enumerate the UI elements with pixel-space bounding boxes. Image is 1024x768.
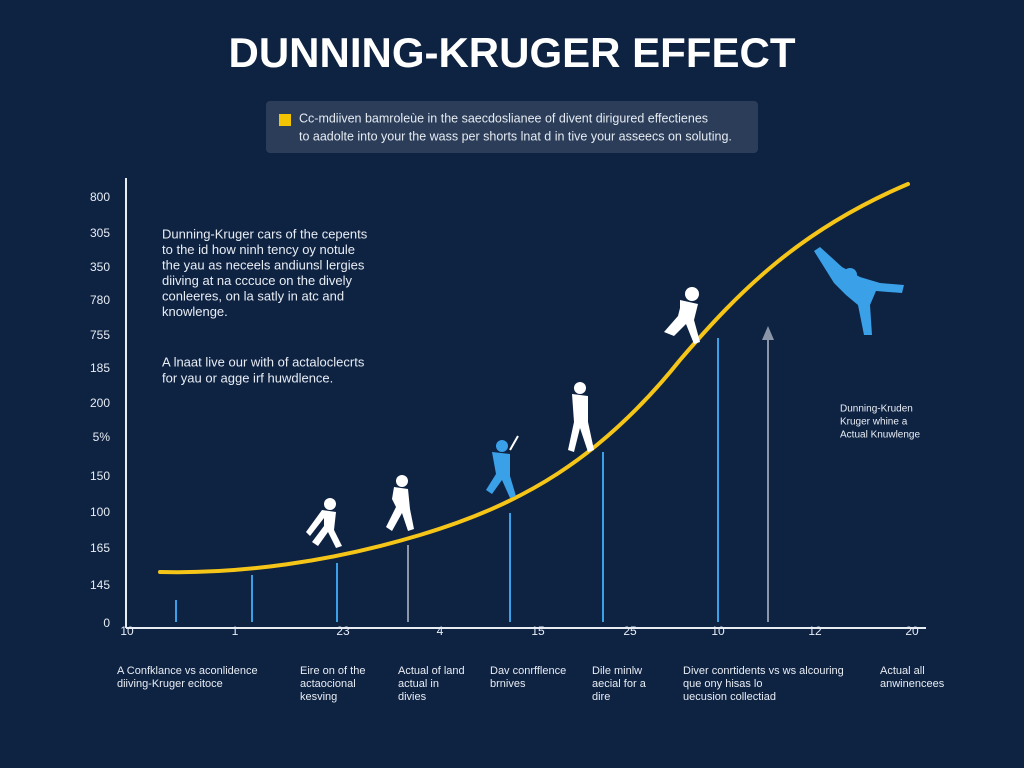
annotation-line: A lnaat live our with of actaloclecrts (162, 354, 365, 369)
y-tick-label: 305 (90, 226, 110, 240)
y-tick-label: 100 (90, 505, 110, 519)
caption-line: A Confklance vs aconlidence (117, 665, 258, 677)
caption-line: diiving-Kruger ecitoce (117, 678, 223, 690)
y-tick-label: 0 (103, 616, 110, 630)
x-tick-label: 12 (808, 624, 822, 638)
caption-line: actual in (398, 678, 439, 690)
arrow-head (762, 326, 774, 340)
annotation-line: Dunning-Kruden (840, 404, 913, 415)
y-tick-label: 780 (90, 293, 110, 307)
title: DUNNING-KRUGER EFFECT (229, 29, 796, 76)
caption-line: Dile minlw (592, 665, 642, 677)
annotation-line: conleeres, on la satly in atc and (162, 288, 344, 303)
figure (486, 435, 519, 498)
y-tick-label: 200 (90, 396, 110, 410)
annotation-line: for yau or agge irf huwdlence. (162, 370, 333, 385)
caption-line: Diver conrtidents vs ws alcouring (683, 665, 844, 677)
x-tick-label: 1 (232, 624, 239, 638)
x-tick-label: 10 (120, 624, 134, 638)
texts: Cc-mdiiven bamroleùe in the saecdosliane… (90, 111, 945, 703)
caption-line: uecusion collectiad (683, 691, 776, 703)
caption-line: dire (592, 691, 610, 703)
annotation-line: diiving at na cccuce on the dively (162, 273, 353, 288)
caption-line: Actual all (880, 665, 925, 677)
caption-line: anwinencees (880, 678, 945, 690)
annotation-line: to the id how ninh tency oy notule (162, 242, 355, 257)
note-line: to aadolte into your the wass per shorts… (299, 129, 732, 143)
annotation-line: Actual Knuwlenge (840, 430, 920, 441)
caption-line: divies (398, 691, 427, 703)
caption-line: Dav conrfflence (490, 665, 566, 677)
note-line: Cc-mdiiven bamroleùe in the saecdosliane… (299, 111, 708, 125)
y-tick-label: 800 (90, 190, 110, 204)
caption-line: aecial for a (592, 678, 647, 690)
caption-line: que ony hisas lo (683, 678, 763, 690)
y-tick-label: 185 (90, 361, 110, 375)
x-tick-label: 15 (531, 624, 545, 638)
note-icon (279, 114, 291, 126)
figure (386, 475, 414, 531)
x-tick-label: 4 (437, 624, 444, 638)
x-tick-label: 25 (623, 624, 637, 638)
y-tick-label: 145 (90, 578, 110, 592)
annotation-line: Kruger whine a (840, 417, 908, 428)
figure (664, 287, 700, 344)
y-tick-label: 5% (93, 430, 111, 444)
figure (814, 247, 904, 335)
figure (306, 498, 342, 548)
caption-line: brnives (490, 678, 526, 690)
y-tick-label: 755 (90, 328, 110, 342)
x-tick-label: 23 (336, 624, 350, 638)
caption-line: actaocional (300, 678, 356, 690)
note-box (266, 101, 758, 153)
caption-line: kesving (300, 691, 337, 703)
annotation-line: Dunning-Kruger cars of the cepents (162, 226, 368, 241)
annotation-line: the yau as neceels andiunsl lergies (162, 257, 365, 272)
x-tick-label: 20 (905, 624, 919, 638)
drop-lines (175, 326, 774, 622)
figure (568, 382, 594, 452)
caption-line: Eire on of the (300, 665, 365, 677)
y-tick-label: 150 (90, 469, 110, 483)
y-tick-label: 350 (90, 260, 110, 274)
figures (306, 247, 904, 548)
annotation-line: knowlenge. (162, 304, 228, 319)
y-tick-label: 165 (90, 541, 110, 555)
curve (158, 182, 910, 575)
caption-line: Actual of land (398, 665, 465, 677)
x-tick-label: 10 (711, 624, 725, 638)
